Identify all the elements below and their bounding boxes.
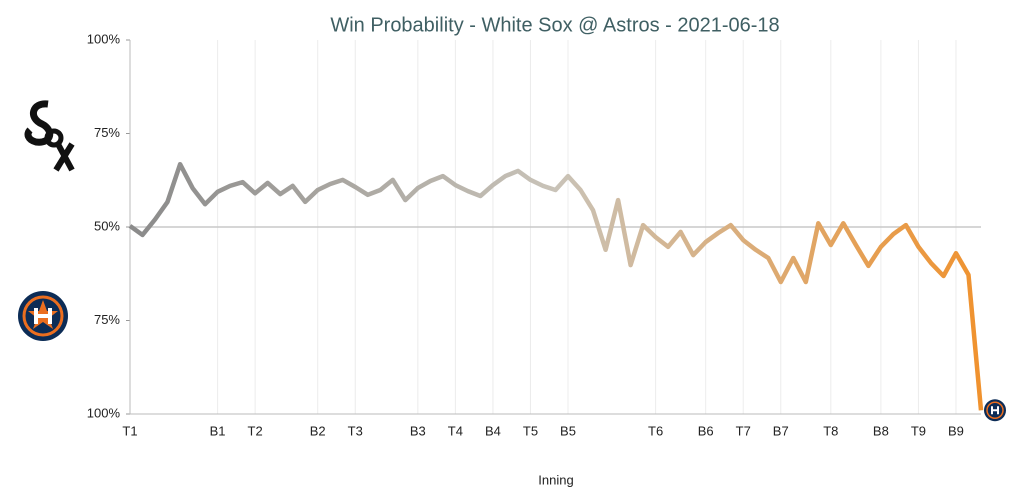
x-tick-label: T1 <box>122 423 137 438</box>
x-tick-label: B7 <box>773 423 789 438</box>
x-tick-label: B9 <box>948 423 964 438</box>
x-tick-label: T5 <box>523 423 538 438</box>
y-tick-label: 100% <box>87 405 121 420</box>
y-tick-label: 75% <box>94 125 120 140</box>
x-tick-label: T3 <box>348 423 363 438</box>
chart-title: Win Probability - White Sox @ Astros - 2… <box>330 14 779 36</box>
x-tick-label: B4 <box>485 423 501 438</box>
y-tick-label: 75% <box>94 312 120 327</box>
end-marker-h <box>991 406 999 415</box>
x-tick-label: T2 <box>248 423 263 438</box>
x-tick-label: B5 <box>560 423 576 438</box>
win-probability-line <box>128 161 984 411</box>
x-tick-label: B3 <box>410 423 426 438</box>
astros-logo <box>18 291 68 341</box>
y-tick-label: 100% <box>87 31 121 46</box>
y-tick-label: 50% <box>94 218 120 233</box>
x-tick-label: T9 <box>911 423 926 438</box>
x-tick-label: B2 <box>310 423 326 438</box>
white-sox-logo <box>24 100 75 172</box>
x-tick-label: T8 <box>823 423 838 438</box>
x-tick-label: B6 <box>698 423 714 438</box>
end-marker <box>984 399 1006 422</box>
x-tick-label: T7 <box>736 423 751 438</box>
x-tick-label: B1 <box>210 423 226 438</box>
end-marker-ring <box>986 401 1004 420</box>
x-axis-label: Inning <box>538 472 573 487</box>
x-tick-label: B8 <box>873 423 889 438</box>
x-tick-label: T6 <box>648 423 663 438</box>
x-tick-label: T4 <box>448 423 463 438</box>
